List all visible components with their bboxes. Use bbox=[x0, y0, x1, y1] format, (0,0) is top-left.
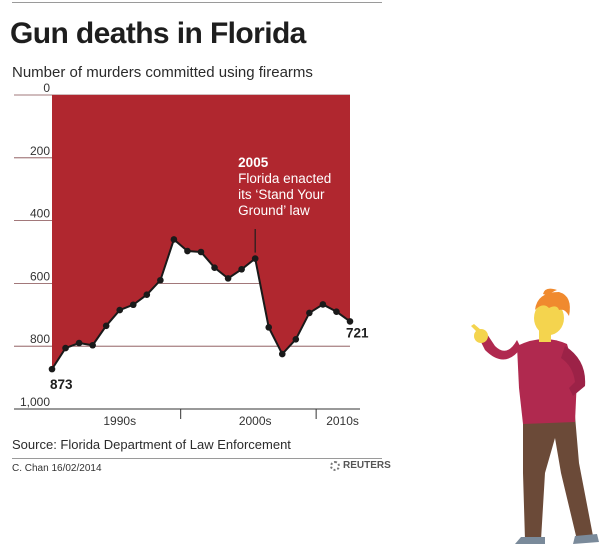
decade-label: 1990s bbox=[103, 414, 136, 428]
presenter-hair-tuft bbox=[543, 288, 557, 296]
plot-area: 0 200 400 600 800 1,000 1990s 2000s 2010s 873 721… bbox=[14, 81, 369, 428]
presenter-hair bbox=[535, 292, 570, 316]
data-point bbox=[170, 236, 178, 243]
chart-card: Gun deaths in Florida Number of murders … bbox=[10, 2, 391, 474]
annotation-line: Ground’ law bbox=[238, 203, 310, 218]
decade-label: 2000s bbox=[239, 414, 272, 428]
top-rule bbox=[12, 2, 382, 3]
data-point bbox=[224, 275, 232, 282]
y-tick-label: 1,000 bbox=[20, 395, 50, 409]
credit-line: C. Chan 16/02/2014 bbox=[12, 463, 102, 474]
bottom-rule bbox=[12, 458, 382, 459]
presenter-torso bbox=[517, 338, 577, 424]
data-point bbox=[292, 335, 300, 343]
data-point bbox=[197, 248, 205, 256]
data-point bbox=[102, 322, 110, 330]
source-line: Source: Florida Department of Law Enforc… bbox=[12, 437, 291, 452]
data-point bbox=[143, 291, 151, 299]
start-value-label: 873 bbox=[50, 377, 73, 392]
data-point bbox=[306, 309, 313, 317]
agency-name: REUTERS bbox=[343, 460, 391, 471]
presenter-arm-hip bbox=[561, 346, 586, 396]
agency-logo: REUTERS bbox=[330, 460, 391, 471]
data-point bbox=[129, 301, 137, 309]
data-point bbox=[89, 341, 96, 349]
annotation-year: 2005 bbox=[238, 155, 269, 170]
data-point bbox=[75, 339, 83, 347]
data-point bbox=[184, 247, 191, 255]
data-point bbox=[238, 265, 245, 273]
presenter-legs bbox=[523, 416, 593, 540]
y-tick-label: 200 bbox=[30, 144, 50, 158]
area-layer bbox=[52, 95, 350, 370]
presenter-arm-pointing bbox=[479, 334, 521, 360]
data-point bbox=[211, 264, 218, 271]
data-point bbox=[48, 365, 56, 373]
data-point bbox=[346, 318, 354, 325]
data-point bbox=[278, 350, 286, 358]
data-point bbox=[157, 276, 164, 284]
presenter-figure bbox=[471, 288, 599, 544]
presenter-finger bbox=[471, 324, 481, 332]
y-tick-label: 400 bbox=[30, 207, 50, 221]
decade-label: 2010s bbox=[326, 414, 359, 428]
line-layer bbox=[48, 236, 354, 373]
y-tick-label: 800 bbox=[30, 332, 50, 346]
presenter-head bbox=[534, 301, 564, 335]
y-tick-label: 0 bbox=[43, 81, 50, 95]
axis-layer: 0 200 400 600 800 1,000 1990s 2000s 2010s bbox=[14, 81, 360, 428]
presenter-shoe-right bbox=[573, 534, 599, 544]
chart-title: Gun deaths in Florida bbox=[10, 17, 306, 50]
data-point bbox=[62, 344, 69, 352]
data-point bbox=[251, 255, 259, 262]
data-point bbox=[265, 324, 273, 331]
presenter-illustration bbox=[471, 288, 599, 544]
data-point bbox=[333, 308, 340, 315]
area-fill bbox=[52, 95, 350, 370]
end-value-label: 721 bbox=[346, 325, 369, 340]
data-point bbox=[116, 306, 124, 314]
presenter-hand bbox=[474, 329, 488, 343]
annotation-line: Florida enacted bbox=[238, 171, 331, 186]
y-tick-label: 600 bbox=[30, 269, 50, 283]
chart-subtitle: Number of murders committed using firear… bbox=[12, 64, 313, 81]
data-point bbox=[319, 301, 327, 308]
annotation-line: its ‘Stand Your bbox=[238, 187, 325, 202]
presenter-shoe-left bbox=[515, 537, 545, 544]
agency-mark-icon bbox=[330, 460, 340, 471]
